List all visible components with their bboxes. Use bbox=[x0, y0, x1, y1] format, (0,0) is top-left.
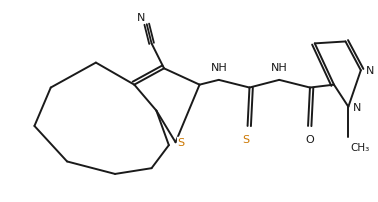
Text: O: O bbox=[305, 134, 314, 144]
Text: NH: NH bbox=[271, 63, 288, 73]
Text: N: N bbox=[353, 102, 361, 112]
Text: N: N bbox=[136, 13, 145, 23]
Text: S: S bbox=[178, 138, 184, 147]
Text: NH: NH bbox=[211, 63, 227, 73]
Text: S: S bbox=[242, 134, 249, 144]
Text: CH₃: CH₃ bbox=[350, 143, 370, 153]
Text: N: N bbox=[366, 66, 374, 76]
